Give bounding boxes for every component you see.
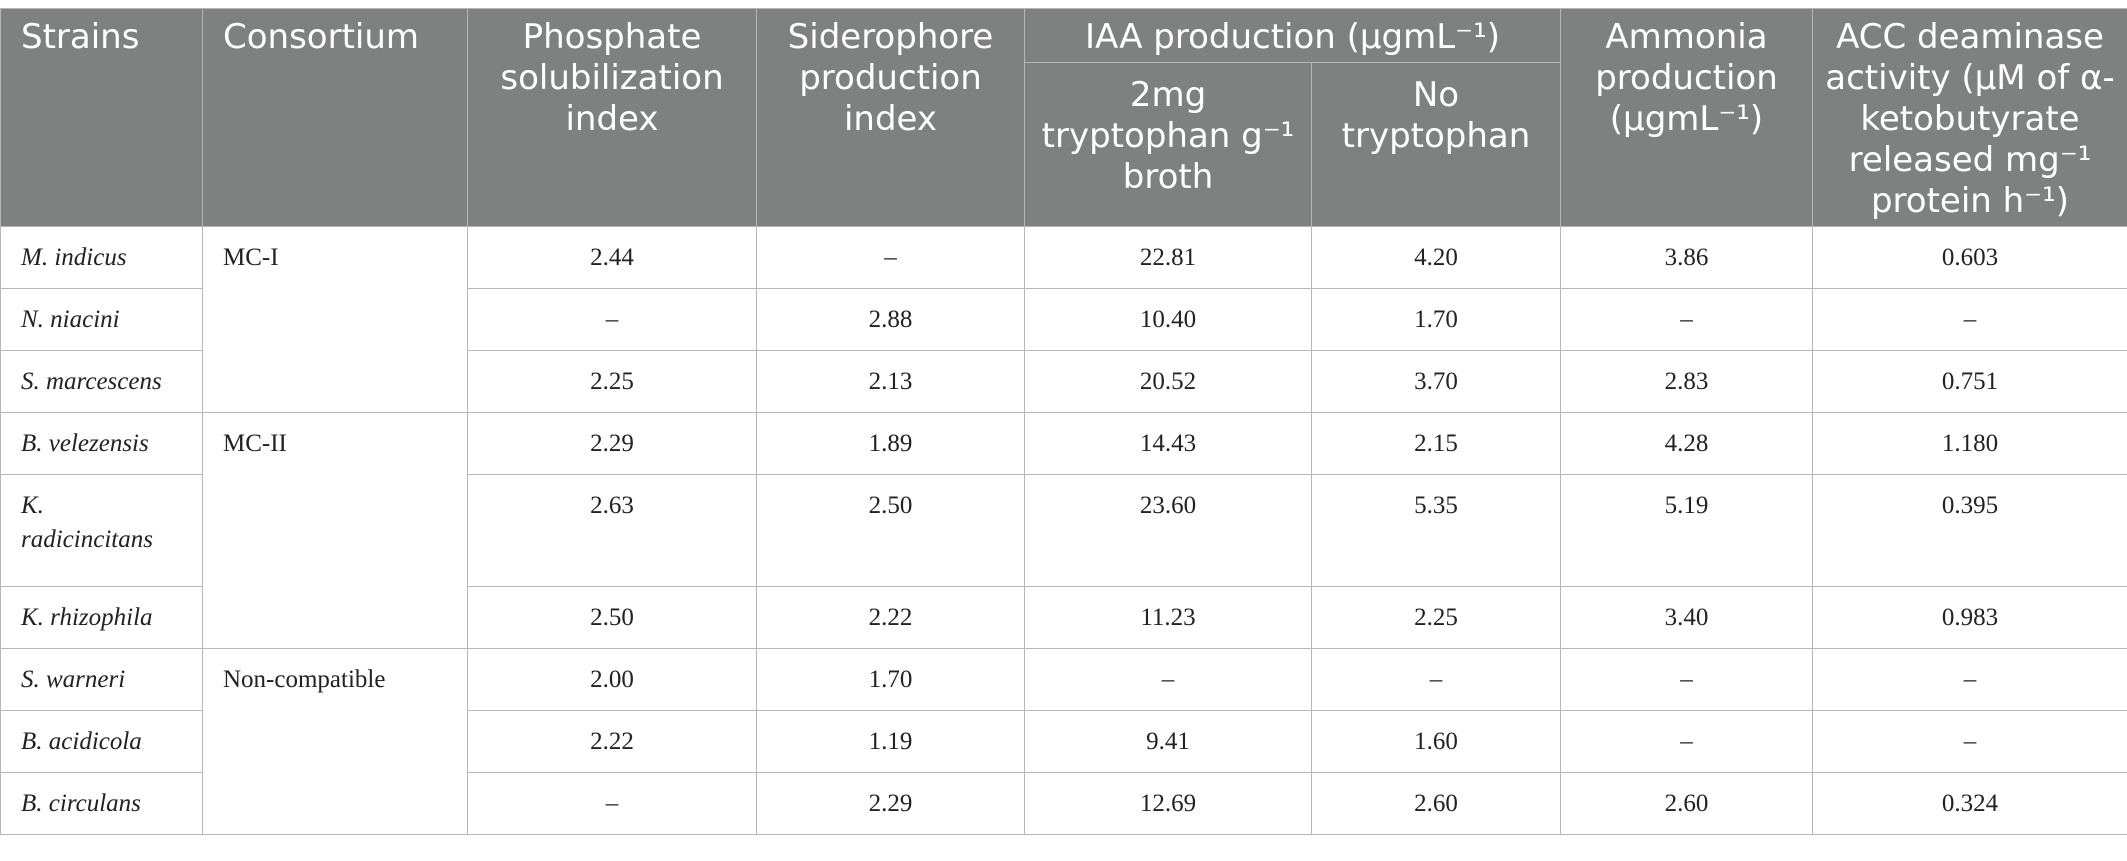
ammonia-cell: 5.19 [1560, 474, 1813, 587]
iaa-notrp-cell: – [1311, 648, 1561, 711]
header-consortium: Consortium [202, 8, 468, 227]
ammonia-cell: – [1560, 288, 1813, 351]
iaa-trp-cell: 22.81 [1024, 226, 1312, 289]
acc-cell: 0.395 [1812, 474, 2127, 587]
siderophore-cell: 2.88 [756, 288, 1025, 351]
ammonia-cell: 2.83 [1560, 350, 1813, 413]
siderophore-cell: 2.13 [756, 350, 1025, 413]
table-body: M. indicus MC-I 2.44–22.81 4.20 3.86 0.603 N. … [0, 226, 2127, 835]
siderophore-cell: 1.19 [756, 710, 1025, 773]
siderophore-cell: 1.70 [756, 648, 1025, 711]
acc-cell: – [1812, 648, 2127, 711]
iaa-notrp-cell: 2.60 [1311, 772, 1561, 835]
iaa-notrp-cell: 5.35 [1311, 474, 1561, 587]
pgp-traits-table: Strains Consortium Phosphate solubilizat… [0, 8, 2127, 835]
ammonia-cell: 2.60 [1560, 772, 1813, 835]
phosphate-cell: 2.44 [467, 226, 757, 289]
iaa-trp-cell: 10.40 [1024, 288, 1312, 351]
header-iaa-tryptophan: 2mg tryptophan g⁻¹ broth [1024, 62, 1312, 227]
iaa-trp-cell: 9.41 [1024, 710, 1312, 773]
acc-cell: 0.751 [1812, 350, 2127, 413]
table-row: B. velezensis MC-II 2.29 1.89 14.43 2.15 4.28 1… [0, 412, 2127, 649]
table-row: B. circulans –2.29 12.69 2.60 2.60 0.324 [0, 772, 2127, 835]
table-row: M. indicus MC-I 2.44–22.81 4.20 3.86 0.603 [0, 226, 2127, 413]
iaa-trp-cell: 11.23 [1024, 586, 1312, 649]
strain-cell: S. marcescens [0, 350, 203, 413]
strain-cell: K. radicincitans [0, 474, 203, 587]
phosphate-cell: 2.22 [467, 710, 757, 773]
siderophore-cell: 2.29 [756, 772, 1025, 835]
strain-cell: B. velezensis [0, 412, 203, 475]
acc-cell: – [1812, 288, 2127, 351]
acc-cell: – [1812, 710, 2127, 773]
consortium-cell: MC-I [202, 226, 468, 413]
acc-cell: 0.983 [1812, 586, 2127, 649]
siderophore-cell: – [756, 226, 1025, 289]
strain-cell: B. acidicola [0, 710, 203, 773]
header-acc: ACC deaminase activity (µM of α-ketobuty… [1812, 8, 2127, 227]
iaa-notrp-cell: 4.20 [1311, 226, 1561, 289]
iaa-notrp-cell: 1.60 [1311, 710, 1561, 773]
iaa-notrp-cell: 2.25 [1311, 586, 1561, 649]
strain-cell: M. indicus [0, 226, 203, 289]
header-strains: Strains [0, 8, 203, 227]
header-phosphate: Phosphate solubilization index [467, 8, 757, 227]
acc-cell: 1.180 [1812, 412, 2127, 475]
strain-cell: B. circulans [0, 772, 203, 835]
ammonia-cell: 4.28 [1560, 412, 1813, 475]
strain-cell: N. niacini [0, 288, 203, 351]
header-siderophore: Siderophore production index [756, 8, 1025, 227]
consortium-cell: Non-compatible [202, 648, 468, 835]
iaa-notrp-cell: 1.70 [1311, 288, 1561, 351]
acc-cell: 0.324 [1812, 772, 2127, 835]
table-row: S. marcescens 2.25 2.13 20.52 3.70 2.83 0.751 [0, 350, 2127, 413]
header-ammonia: Ammonia production (µgmL⁻¹) [1560, 8, 1813, 227]
table-row: B. acidicola 2.22 1.19 9.41 1.60– – [0, 710, 2127, 773]
phosphate-cell: – [467, 288, 757, 351]
siderophore-cell: 2.50 [756, 474, 1025, 587]
phosphate-cell: – [467, 772, 757, 835]
phosphate-cell: 2.50 [467, 586, 757, 649]
iaa-trp-cell: 23.60 [1024, 474, 1312, 587]
table-header: Strains Consortium Phosphate solubilizat… [0, 8, 2127, 227]
phosphate-cell: 2.25 [467, 350, 757, 413]
acc-cell: 0.603 [1812, 226, 2127, 289]
ammonia-cell: – [1560, 710, 1813, 773]
siderophore-cell: 1.89 [756, 412, 1025, 475]
strain-cell: K. rhizophila [0, 586, 203, 649]
table-row: N. niacini –2.88 10.40 1.70– – [0, 288, 2127, 351]
table-row: K. rhizophila 2.50 2.22 11.23 2.25 3.40 0.983 [0, 586, 2127, 649]
ammonia-cell: 3.40 [1560, 586, 1813, 649]
phosphate-cell: 2.63 [467, 474, 757, 587]
iaa-trp-cell: 12.69 [1024, 772, 1312, 835]
strain-cell: S. warneri [0, 648, 203, 711]
table-row: S. warneri Non-compatible 2.00 1.70– – – – [0, 648, 2127, 835]
phosphate-cell: 2.00 [467, 648, 757, 711]
phosphate-cell: 2.29 [467, 412, 757, 475]
iaa-notrp-cell: 2.15 [1311, 412, 1561, 475]
iaa-trp-cell: 14.43 [1024, 412, 1312, 475]
consortium-cell: MC-II [202, 412, 468, 649]
iaa-notrp-cell: 3.70 [1311, 350, 1561, 413]
header-iaa: IAA production (µgmL⁻¹) [1024, 8, 1561, 63]
iaa-trp-cell: 20.52 [1024, 350, 1312, 413]
iaa-trp-cell: – [1024, 648, 1312, 711]
header-iaa-no-tryptophan: No tryptophan [1311, 62, 1561, 227]
ammonia-cell: 3.86 [1560, 226, 1813, 289]
siderophore-cell: 2.22 [756, 586, 1025, 649]
ammonia-cell: – [1560, 648, 1813, 711]
